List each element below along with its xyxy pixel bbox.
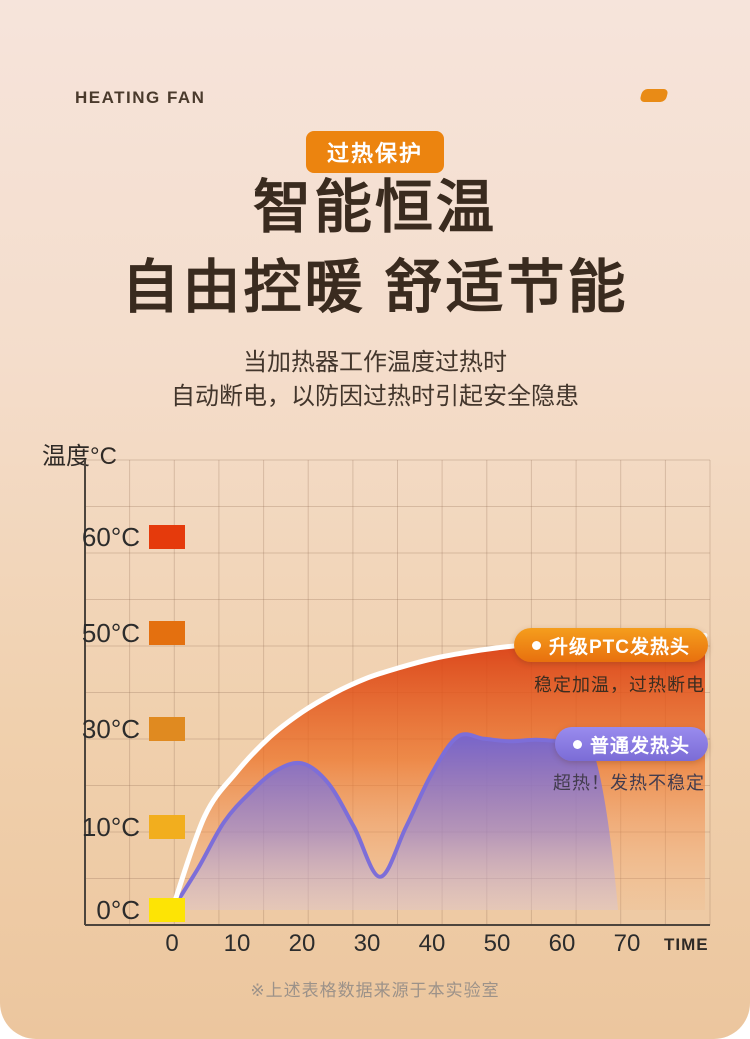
x-axis-title: TIME — [664, 935, 709, 954]
legend-ptc-label: 升级PTC发热头 — [548, 636, 690, 658]
y-axis-title: 温度°C — [42, 443, 117, 470]
legend-ordinary-badge: 普通发热头 — [554, 727, 708, 761]
legend-ordinary-description: 超热！发热不稳定 — [553, 773, 705, 793]
legend-ptc-description: 稳定加温，过热断电 — [534, 675, 705, 695]
main-title-line2: 自由控暖 舒适节能 — [121, 255, 629, 320]
legend-ptc-badge: 升级PTC发热头 — [513, 628, 708, 662]
subtitle-line1: 当加热器工作温度过热时 — [243, 349, 507, 376]
corner-dash-decoration — [639, 89, 669, 102]
legend-ordinary-label: 普通发热头 — [589, 735, 690, 757]
main-title-line1: 智能恒温 — [252, 175, 497, 240]
subtitle-line2: 自动断电，以防因过热时引起安全隐患 — [171, 383, 579, 410]
brand-text: HEATING FAN — [75, 88, 206, 107]
temperature-comparison-chart — [84, 459, 711, 926]
overheat-protection-badge: 过热保护 — [305, 131, 445, 173]
legend-dot-icon — [572, 739, 582, 749]
data-source-footnote: ※上述表格数据来源于本实验室 — [250, 981, 500, 1000]
legend-dot-icon — [531, 640, 541, 650]
